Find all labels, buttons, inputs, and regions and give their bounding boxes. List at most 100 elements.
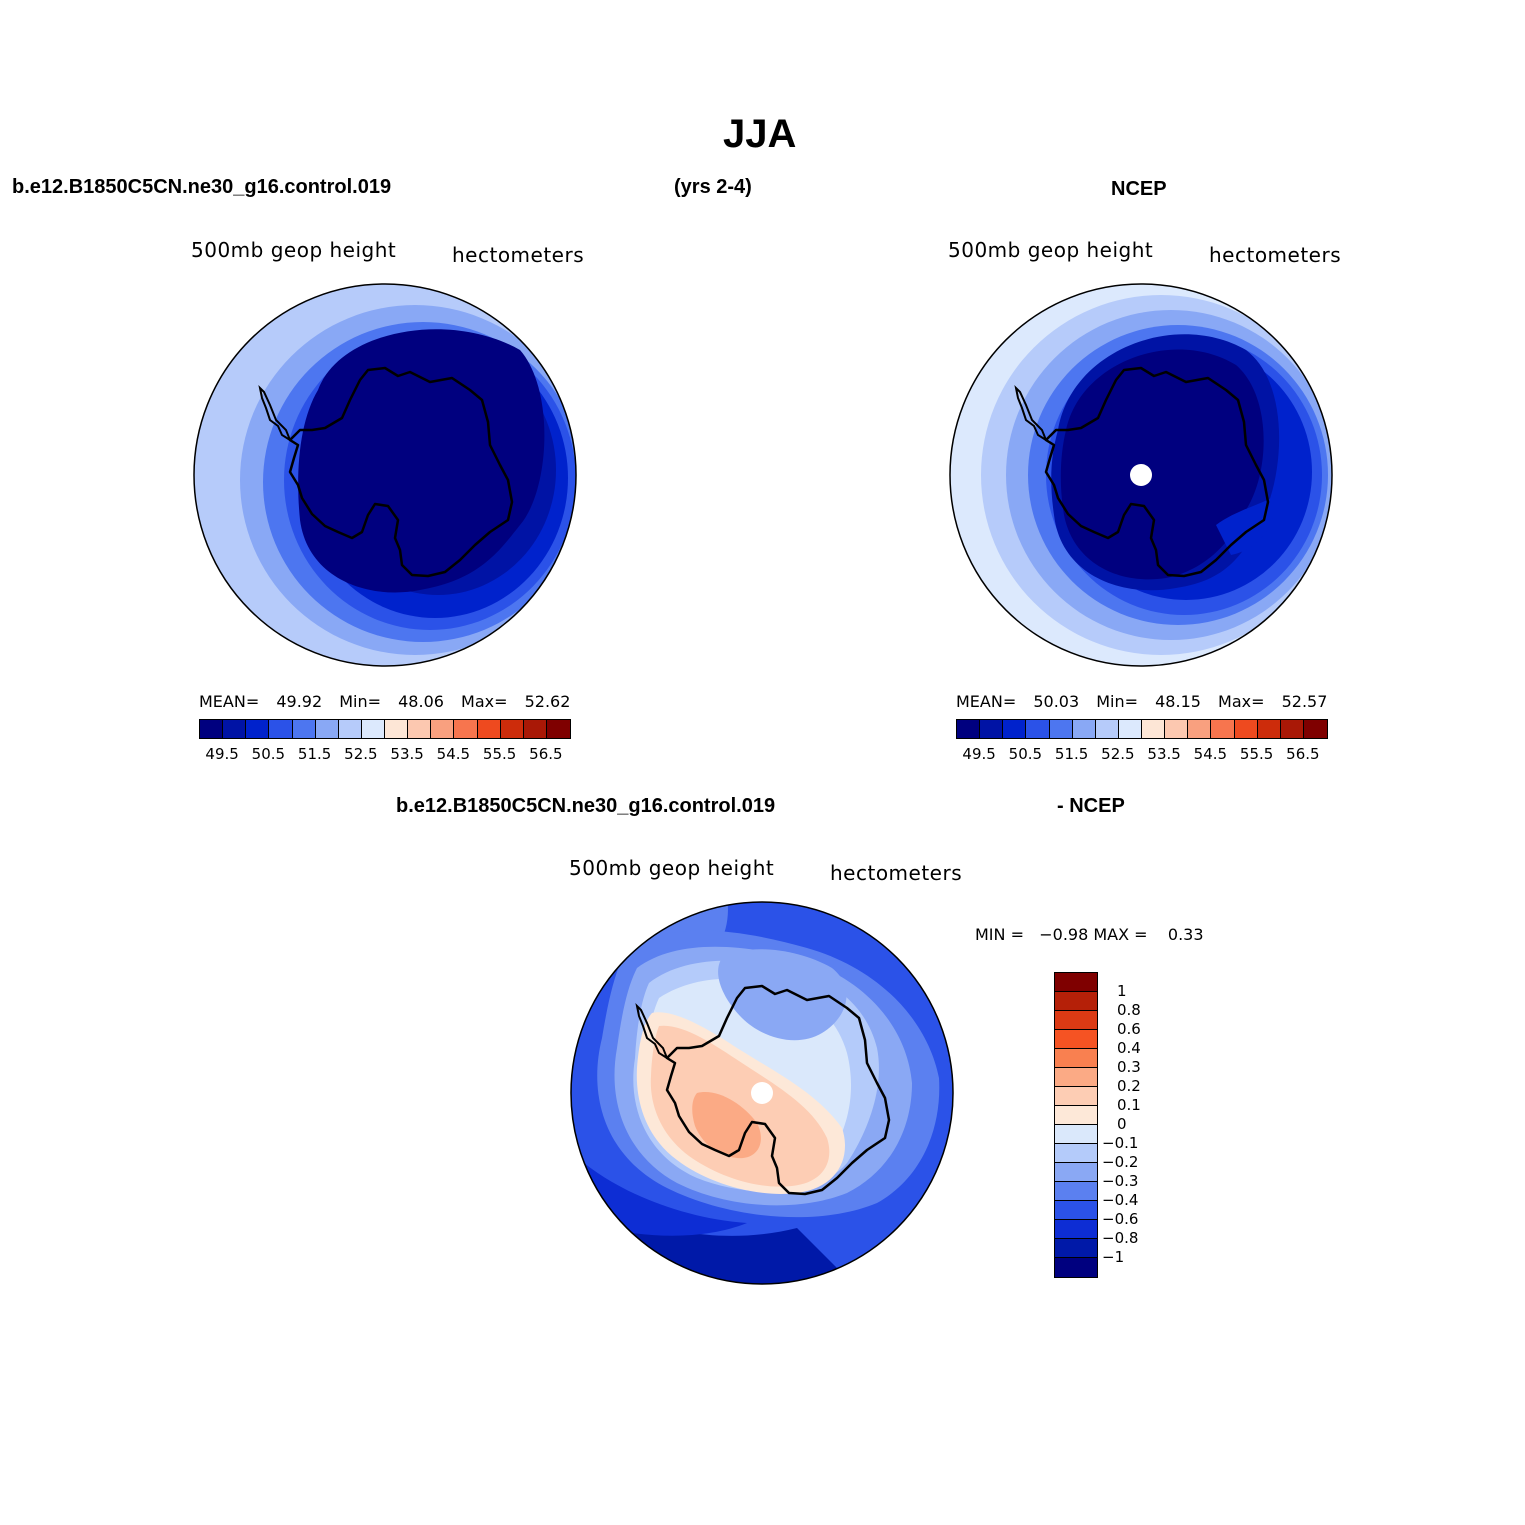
colorbar-tick-label: −0.6 bbox=[1102, 1210, 1139, 1228]
model-mean-label: MEAN= bbox=[199, 692, 260, 711]
colorbar-swatch bbox=[477, 720, 501, 738]
diff-colorbar bbox=[1054, 972, 1098, 1278]
colorbar-swatch bbox=[1055, 1201, 1097, 1220]
obs-contour-fill bbox=[1060, 349, 1264, 580]
model-colorbar bbox=[199, 719, 571, 739]
obs-polar-map bbox=[949, 283, 1333, 667]
model-mean-value: 49.92 bbox=[276, 692, 323, 711]
colorbar-tick-label: 53.5 bbox=[390, 745, 424, 763]
colorbar-swatch bbox=[1055, 1030, 1097, 1049]
colorbar-swatch bbox=[1055, 1087, 1097, 1106]
model-units-label: hectometers bbox=[452, 243, 585, 267]
colorbar-tick-label: −0.3 bbox=[1102, 1172, 1139, 1190]
obs-min-value: 48.15 bbox=[1155, 692, 1201, 711]
colorbar-swatch bbox=[1142, 720, 1166, 738]
colorbar-swatch bbox=[1055, 1258, 1097, 1277]
colorbar-swatch bbox=[1055, 1239, 1097, 1258]
colorbar-swatch bbox=[1026, 720, 1050, 738]
colorbar-swatch bbox=[1165, 720, 1189, 738]
colorbar-swatch bbox=[1055, 992, 1097, 1011]
colorbar-swatch bbox=[1055, 1011, 1097, 1030]
colorbar-swatch bbox=[315, 720, 339, 738]
colorbar-tick-label: 50.5 bbox=[251, 745, 286, 763]
obs-min-label: Min= bbox=[1096, 692, 1139, 711]
colorbar-tick-label: 55.5 bbox=[482, 745, 517, 763]
colorbar-tick-label: 56.5 bbox=[1286, 745, 1320, 763]
colorbar-swatch bbox=[1234, 720, 1258, 738]
model-contour-fill bbox=[298, 329, 545, 593]
colorbar-swatch bbox=[200, 720, 224, 738]
pole-missing-data bbox=[1130, 464, 1152, 486]
colorbar-tick-label: 0.8 bbox=[1117, 1001, 1141, 1019]
diff-contour-fill bbox=[692, 1092, 761, 1159]
colorbar-swatch bbox=[1118, 720, 1142, 738]
obs-units-label: hectometers bbox=[1209, 243, 1342, 267]
model-stats: MEAN= 49.92 Min= 48.06 Max= 52.62 bbox=[199, 692, 570, 711]
colorbar-tick-label: 51.5 bbox=[1054, 745, 1089, 763]
colorbar-tick-label: 55.5 bbox=[1239, 745, 1274, 763]
obs-name: NCEP bbox=[1111, 178, 1167, 200]
model-variable-label: 500mb geop height bbox=[191, 238, 397, 262]
model-max-value: 52.62 bbox=[524, 692, 571, 711]
colorbar-swatch bbox=[1055, 1106, 1097, 1125]
colorbar-swatch bbox=[1072, 720, 1096, 738]
colorbar-swatch bbox=[1055, 1125, 1097, 1144]
colorbar-swatch bbox=[385, 720, 409, 738]
colorbar-tick-label: 52.5 bbox=[344, 745, 378, 763]
colorbar-tick-label: 52.5 bbox=[1101, 745, 1135, 763]
colorbar-tick-label: 0.6 bbox=[1117, 1020, 1141, 1038]
model-min-label: Min= bbox=[339, 692, 382, 711]
colorbar-swatch bbox=[957, 720, 981, 738]
colorbar-tick-label: 0.2 bbox=[1117, 1077, 1141, 1095]
diff-units-label: hectometers bbox=[830, 861, 963, 885]
colorbar-tick-label: −0.4 bbox=[1102, 1191, 1139, 1209]
colorbar-tick-label: 0.3 bbox=[1117, 1058, 1141, 1076]
colorbar-swatch bbox=[408, 720, 432, 738]
colorbar-swatch bbox=[980, 720, 1004, 738]
page-title: JJA bbox=[723, 112, 797, 156]
obs-max-label: Max= bbox=[1218, 692, 1265, 711]
years-label: (yrs 2-4) bbox=[674, 176, 752, 198]
colorbar-swatch bbox=[1211, 720, 1235, 738]
colorbar-swatch bbox=[1280, 720, 1304, 738]
colorbar-swatch bbox=[1055, 1220, 1097, 1239]
colorbar-swatch bbox=[269, 720, 293, 738]
colorbar-swatch bbox=[1303, 720, 1327, 738]
colorbar-tick-label: 0.4 bbox=[1117, 1039, 1141, 1057]
diff-case-name: b.e12.B1850C5CN.ne30_g16.control.019 bbox=[396, 795, 776, 817]
colorbar-swatch bbox=[246, 720, 270, 738]
colorbar-swatch bbox=[1055, 1182, 1097, 1201]
diff-minmax: MIN = −0.98 MAX = 0.33 bbox=[975, 925, 1204, 944]
diff-variable-label: 500mb geop height bbox=[569, 856, 775, 880]
antarctica-coastline bbox=[288, 366, 514, 578]
colorbar-tick-label: 0.1 bbox=[1117, 1096, 1141, 1114]
colorbar-tick-label: 50.5 bbox=[1008, 745, 1043, 763]
colorbar-swatch bbox=[1095, 720, 1119, 738]
colorbar-swatch bbox=[1055, 1049, 1097, 1068]
model-polar-map bbox=[193, 283, 577, 667]
colorbar-swatch bbox=[292, 720, 316, 738]
antarctic-peninsula-coastline bbox=[258, 384, 293, 443]
colorbar-swatch bbox=[1055, 973, 1097, 992]
colorbar-tick-label: 53.5 bbox=[1147, 745, 1181, 763]
colorbar-swatch bbox=[338, 720, 362, 738]
colorbar-swatch bbox=[431, 720, 455, 738]
antarctica-coastline bbox=[1044, 366, 1270, 578]
colorbar-swatch bbox=[223, 720, 247, 738]
colorbar-tick-label: −1 bbox=[1102, 1248, 1125, 1266]
diff-polar-map bbox=[570, 901, 954, 1285]
colorbar-tick-label: 54.5 bbox=[1193, 745, 1228, 763]
colorbar-swatch bbox=[1055, 1068, 1097, 1087]
diff-contour-fill bbox=[718, 949, 847, 1041]
colorbar-swatch bbox=[361, 720, 385, 738]
obs-colorbar bbox=[956, 719, 1328, 739]
colorbar-swatch bbox=[1257, 720, 1281, 738]
colorbar-swatch bbox=[1049, 720, 1073, 738]
colorbar-swatch bbox=[500, 720, 524, 738]
colorbar-swatch bbox=[1055, 1144, 1097, 1163]
case-name: b.e12.B1850C5CN.ne30_g16.control.019 bbox=[12, 176, 392, 198]
antarctic-peninsula-coastline bbox=[1014, 384, 1049, 443]
colorbar-tick-label: −0.2 bbox=[1102, 1153, 1139, 1171]
colorbar-tick-label: −0.8 bbox=[1102, 1229, 1139, 1247]
obs-mean-value: 50.03 bbox=[1033, 692, 1080, 711]
